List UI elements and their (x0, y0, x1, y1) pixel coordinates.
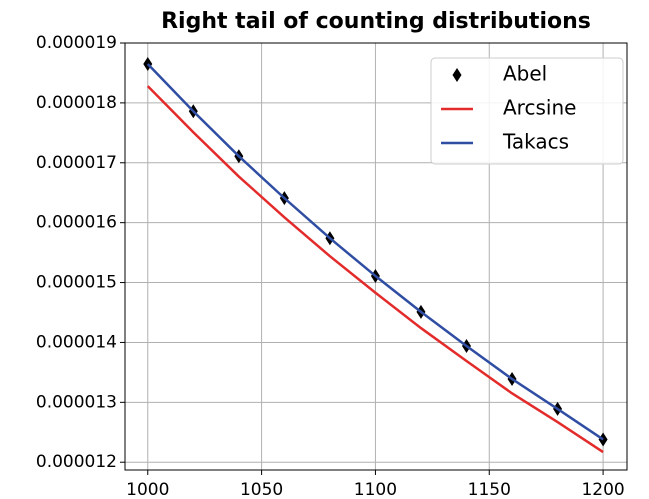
series-line (146, 63, 604, 441)
plot-frame (124, 42, 628, 471)
x-tick-label: 1150 (468, 480, 511, 499)
y-tick-label: 0.000019 (36, 33, 117, 53)
y-tick-label: 0.000018 (36, 93, 117, 113)
x-tick-label: 1200 (581, 480, 624, 499)
y-tick-label: 0.000016 (36, 213, 117, 233)
y-tick-label: 0.000015 (36, 273, 117, 293)
y-tick-label: 0.000017 (36, 153, 117, 173)
x-tick-label: 1050 (240, 480, 283, 499)
legend-box (430, 57, 624, 165)
chart-title: Right tail of counting distributions (161, 9, 591, 34)
y-tick-label: 0.000013 (36, 392, 117, 412)
y-tick-label: 0.000014 (36, 332, 117, 352)
y-tick-label: 0.000012 (36, 452, 117, 472)
legend-swatch (452, 68, 462, 82)
x-tick-label: 1100 (354, 480, 397, 499)
legend: Abel Arcsine Takacs (430, 57, 624, 165)
legend-label: Arcsine (503, 96, 576, 120)
x-tick-label: 1000 (126, 480, 169, 499)
legend-label: Takacs (502, 130, 569, 154)
legend-label: Abel (503, 62, 547, 86)
series-line (146, 85, 604, 454)
